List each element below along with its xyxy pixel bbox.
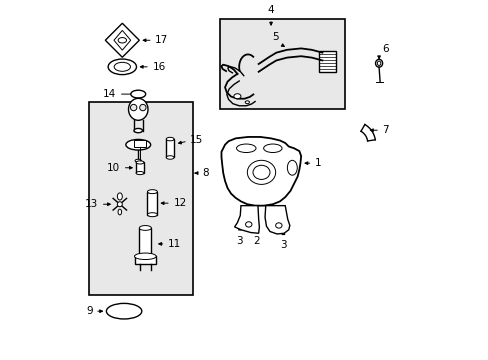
Text: 4: 4	[267, 5, 274, 15]
Text: 7: 7	[382, 125, 388, 135]
Text: 16: 16	[152, 62, 165, 72]
Ellipse shape	[139, 254, 151, 259]
Ellipse shape	[233, 94, 241, 99]
Bar	[134, 256, 156, 264]
Text: 9: 9	[86, 306, 92, 316]
Ellipse shape	[245, 222, 251, 227]
Ellipse shape	[118, 209, 122, 215]
Ellipse shape	[375, 59, 382, 67]
Bar	[166, 139, 174, 157]
Text: 3: 3	[280, 240, 286, 249]
Text: 10: 10	[107, 163, 120, 173]
Ellipse shape	[130, 104, 137, 111]
Ellipse shape	[166, 156, 174, 159]
Ellipse shape	[134, 253, 156, 260]
Ellipse shape	[128, 98, 148, 120]
Text: 11: 11	[168, 239, 181, 249]
Text: 2: 2	[253, 236, 259, 246]
Ellipse shape	[125, 139, 150, 150]
Polygon shape	[105, 23, 139, 57]
Ellipse shape	[287, 160, 297, 175]
Bar	[319, 51, 336, 72]
Ellipse shape	[135, 159, 141, 162]
Ellipse shape	[263, 144, 282, 153]
Ellipse shape	[136, 161, 143, 164]
Ellipse shape	[247, 160, 275, 184]
Ellipse shape	[117, 193, 122, 200]
Ellipse shape	[131, 90, 145, 98]
Text: 3: 3	[236, 236, 243, 246]
Ellipse shape	[377, 61, 380, 66]
Text: 12: 12	[173, 198, 186, 208]
Polygon shape	[264, 206, 289, 234]
Ellipse shape	[244, 101, 249, 104]
Polygon shape	[221, 137, 301, 206]
Ellipse shape	[166, 137, 174, 141]
Ellipse shape	[236, 144, 256, 153]
Ellipse shape	[134, 129, 142, 133]
Text: 1: 1	[314, 158, 321, 168]
Text: 5: 5	[271, 32, 278, 42]
Ellipse shape	[140, 104, 146, 111]
Ellipse shape	[108, 59, 136, 75]
Bar	[139, 228, 151, 256]
Bar	[147, 192, 157, 215]
Ellipse shape	[136, 171, 143, 175]
Bar	[136, 162, 143, 173]
Ellipse shape	[147, 190, 157, 194]
Text: 14: 14	[103, 89, 116, 99]
Ellipse shape	[118, 37, 126, 43]
Bar	[134, 140, 145, 147]
Ellipse shape	[106, 303, 142, 319]
Text: 8: 8	[203, 168, 209, 178]
Ellipse shape	[147, 213, 157, 217]
Ellipse shape	[139, 226, 151, 230]
Text: 17: 17	[155, 35, 168, 45]
Ellipse shape	[114, 62, 130, 71]
Ellipse shape	[252, 165, 269, 179]
Text: 6: 6	[381, 44, 388, 54]
Ellipse shape	[275, 223, 282, 228]
Text: 15: 15	[189, 135, 203, 145]
Ellipse shape	[117, 202, 122, 207]
Polygon shape	[234, 206, 259, 233]
Text: 13: 13	[85, 199, 98, 209]
Polygon shape	[114, 30, 130, 50]
Bar	[219, 19, 345, 109]
Bar	[88, 102, 193, 295]
